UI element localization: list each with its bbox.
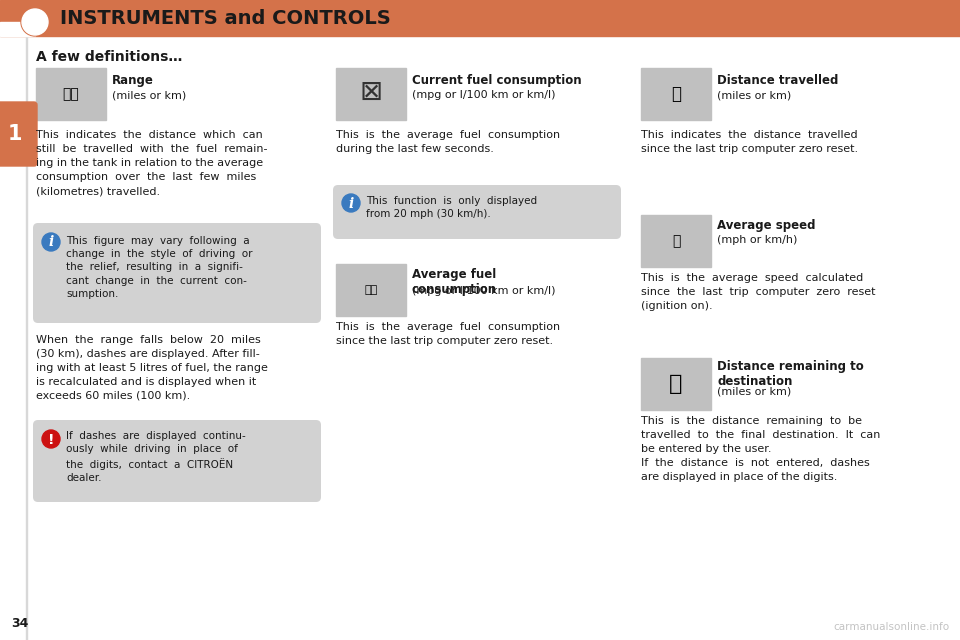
Bar xyxy=(641,358,711,410)
Text: INSTRUMENTS and CONTROLS: INSTRUMENTS and CONTROLS xyxy=(60,8,391,28)
Bar xyxy=(336,68,406,120)
Text: If  dashes  are  displayed  continu-
ously  while  driving  in  place  of
the  d: If dashes are displayed continu- ously w… xyxy=(66,431,246,483)
Text: Average fuel
consumption: Average fuel consumption xyxy=(412,268,497,296)
Text: Current fuel consumption: Current fuel consumption xyxy=(412,74,582,87)
Text: !: ! xyxy=(48,433,55,447)
Bar xyxy=(36,68,106,120)
Text: (mph or km/h): (mph or km/h) xyxy=(717,235,798,245)
Text: 🏁: 🏁 xyxy=(669,374,683,394)
Circle shape xyxy=(342,194,360,212)
Text: This  is  the  distance  remaining  to  be
travelled  to  the  final  destinatio: This is the distance remaining to be tra… xyxy=(641,416,880,482)
Text: When  the  range  falls  below  20  miles
(30 km), dashes are displayed. After f: When the range falls below 20 miles (30 … xyxy=(36,335,268,401)
Bar xyxy=(0,0,960,36)
Text: 🚗⛽: 🚗⛽ xyxy=(62,87,80,101)
Bar xyxy=(641,68,711,120)
Text: (miles or km): (miles or km) xyxy=(717,90,791,100)
Text: 🚗: 🚗 xyxy=(672,234,681,248)
FancyBboxPatch shape xyxy=(33,420,321,502)
Text: i: i xyxy=(348,196,353,211)
Text: Distance travelled: Distance travelled xyxy=(717,74,838,87)
Text: (mpg or l/100 km or km/l): (mpg or l/100 km or km/l) xyxy=(412,286,556,296)
Text: This  is  the  average  fuel  consumption
during the last few seconds.: This is the average fuel consumption dur… xyxy=(336,130,560,154)
Text: 🚗⛽: 🚗⛽ xyxy=(365,285,377,295)
Text: i: i xyxy=(48,236,54,250)
Text: A few definitions…: A few definitions… xyxy=(36,50,182,64)
Text: carmanualsonline.info: carmanualsonline.info xyxy=(834,622,950,632)
Text: Average speed: Average speed xyxy=(717,219,815,232)
Text: This  indicates  the  distance  travelled
since the last trip computer zero rese: This indicates the distance travelled si… xyxy=(641,130,858,154)
Text: (mpg or l/100 km or km/l): (mpg or l/100 km or km/l) xyxy=(412,90,556,100)
Circle shape xyxy=(42,233,60,251)
Text: Distance remaining to
destination: Distance remaining to destination xyxy=(717,360,864,388)
Text: This  indicates  the  distance  which  can
still  be  travelled  with  the  fuel: This indicates the distance which can st… xyxy=(36,130,268,196)
Text: 34: 34 xyxy=(12,617,29,630)
Text: This  is  the  average  speed  calculated
since  the  last  trip  computer  zero: This is the average speed calculated sin… xyxy=(641,273,876,311)
Bar xyxy=(336,264,406,316)
Text: 🚗: 🚗 xyxy=(671,85,681,103)
Text: 1: 1 xyxy=(8,124,22,144)
Text: This  is  the  average  fuel  consumption
since the last trip computer zero rese: This is the average fuel consumption sin… xyxy=(336,322,560,346)
Text: (miles or km): (miles or km) xyxy=(717,386,791,396)
Text: (miles or km): (miles or km) xyxy=(112,90,186,100)
FancyBboxPatch shape xyxy=(333,185,621,239)
Circle shape xyxy=(22,9,48,35)
FancyBboxPatch shape xyxy=(0,102,37,166)
Bar xyxy=(641,215,711,267)
Text: This  function  is  only  displayed
from 20 mph (30 km/h).: This function is only displayed from 20 … xyxy=(366,196,538,219)
Bar xyxy=(0,22,35,36)
Text: This  figure  may  vary  following  a
change  in  the  style  of  driving  or
th: This figure may vary following a change … xyxy=(66,236,252,299)
Circle shape xyxy=(42,430,60,448)
Circle shape xyxy=(21,8,49,36)
Text: ⊠: ⊠ xyxy=(359,78,383,106)
Text: Range: Range xyxy=(112,74,154,87)
FancyBboxPatch shape xyxy=(33,223,321,323)
Bar xyxy=(0,36,26,640)
